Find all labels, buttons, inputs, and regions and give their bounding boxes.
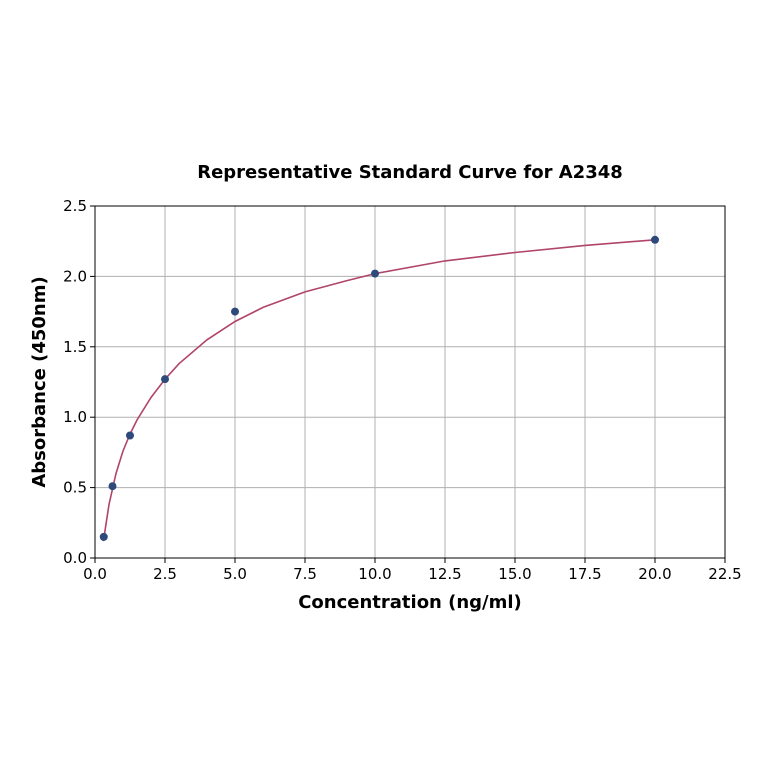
y-tick-label: 1.5 bbox=[63, 338, 87, 356]
x-tick-label: 12.5 bbox=[428, 565, 461, 583]
x-tick-label: 17.5 bbox=[568, 565, 601, 583]
data-point bbox=[231, 307, 239, 316]
y-tick-label: 2.5 bbox=[63, 197, 87, 215]
x-axis-label: Concentration (ng/ml) bbox=[298, 592, 522, 613]
x-tick-label: 0.0 bbox=[83, 565, 107, 583]
data-points bbox=[99, 235, 659, 541]
plot-frame bbox=[94, 205, 726, 559]
data-point bbox=[161, 375, 169, 384]
x-tick-label: 22.5 bbox=[708, 565, 741, 583]
axis-ticks: 0.0 2.5 5.0 7.5 10.0 12.5 15.0 17.5 20.0 22.5 0.0 0… bbox=[63, 197, 742, 583]
y-axis-label: Absorbance (450nm) bbox=[29, 276, 50, 487]
y-tick-label: 1.0 bbox=[63, 408, 87, 426]
fit-curve-line bbox=[102, 239, 656, 542]
chart-title: Representative Standard Curve for A2348 bbox=[197, 162, 623, 183]
y-tick-label: 2.0 bbox=[63, 267, 87, 285]
grid bbox=[94, 205, 726, 559]
x-tick-label: 2.5 bbox=[153, 565, 177, 583]
x-tick-label: 20.0 bbox=[638, 565, 671, 583]
y-tick-label: 0.0 bbox=[63, 549, 87, 567]
x-tick-label: 15.0 bbox=[498, 565, 531, 583]
data-point bbox=[99, 532, 108, 541]
x-tick-label: 7.5 bbox=[293, 565, 317, 583]
x-tick-label: 10.0 bbox=[358, 565, 391, 583]
x-tick-label: 5.0 bbox=[223, 565, 247, 583]
data-point bbox=[126, 431, 134, 440]
data-point bbox=[651, 235, 659, 244]
data-point bbox=[108, 482, 117, 491]
y-tick-label: 0.5 bbox=[63, 479, 87, 497]
data-point bbox=[371, 269, 379, 278]
